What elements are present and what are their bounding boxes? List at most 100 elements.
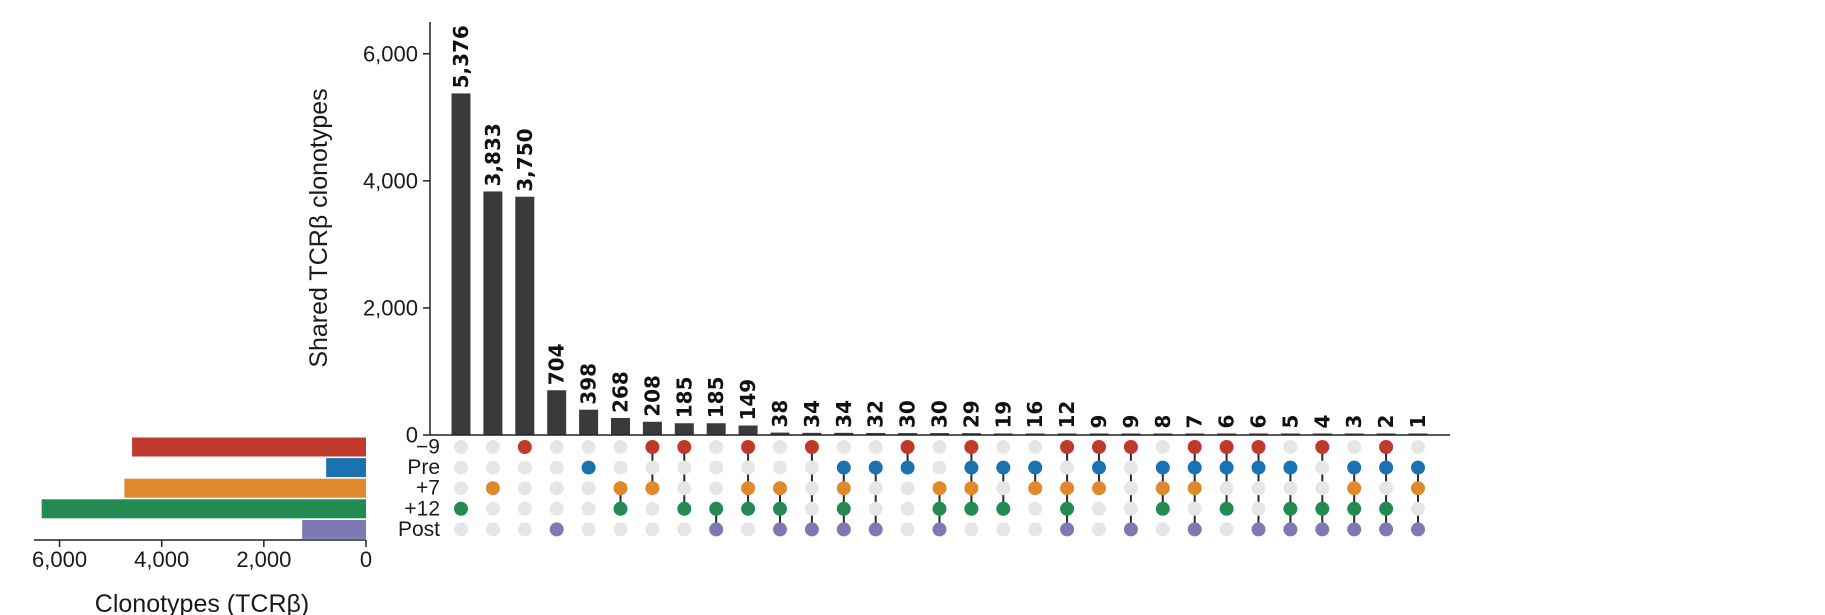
membership-dot-active bbox=[964, 501, 979, 516]
membership-dot-inactive bbox=[900, 501, 915, 516]
membership-dot-active bbox=[1219, 501, 1234, 516]
membership-dot-inactive bbox=[1060, 460, 1075, 475]
bar-value-label: 3,833 bbox=[481, 123, 505, 186]
set-size-bar bbox=[124, 478, 366, 498]
set-size-bar bbox=[132, 437, 366, 457]
bar-value-label: 8 bbox=[1151, 415, 1175, 429]
membership-dot-inactive bbox=[581, 481, 596, 496]
membership-dot-inactive bbox=[454, 460, 468, 475]
membership-dot-inactive bbox=[1155, 440, 1170, 454]
bar-value-label: 34 bbox=[800, 400, 824, 428]
y-tick-label: 0 bbox=[406, 423, 418, 448]
membership-dot-active bbox=[645, 481, 660, 496]
membership-dot-active bbox=[1187, 522, 1202, 537]
membership-dot-active bbox=[1379, 501, 1394, 516]
membership-dot-inactive bbox=[1028, 522, 1043, 537]
membership-dot-active bbox=[868, 522, 883, 537]
membership-dot-active bbox=[1315, 440, 1330, 454]
membership-dot-inactive bbox=[1187, 501, 1202, 516]
membership-dot-inactive bbox=[964, 522, 979, 537]
bar-value-label: 7 bbox=[1183, 415, 1207, 429]
y-tick-label: 2,000 bbox=[363, 295, 418, 320]
membership-dot-active bbox=[1379, 460, 1394, 475]
membership-dot-inactive bbox=[709, 460, 724, 475]
membership-dot-active bbox=[1347, 460, 1362, 475]
bar-value-label: 30 bbox=[896, 400, 920, 428]
membership-dot-inactive bbox=[677, 460, 692, 475]
membership-dot-active bbox=[1283, 460, 1298, 475]
membership-dot-inactive bbox=[1251, 481, 1266, 496]
intersection-bar bbox=[706, 423, 726, 435]
membership-dot-active bbox=[1155, 481, 1170, 496]
bar-value-label: 398 bbox=[577, 363, 601, 405]
membership-dot-inactive bbox=[1315, 460, 1330, 475]
set-size-x-axis: Clonotypes (TCRβ) 0 2,000 4,000 6,000 bbox=[32, 539, 372, 615]
membership-dot-active bbox=[1347, 481, 1362, 496]
intersection-bar bbox=[547, 390, 567, 435]
intersection-bar bbox=[770, 432, 790, 435]
membership-dot-active bbox=[1060, 481, 1075, 496]
bar-value-label: 38 bbox=[768, 400, 792, 428]
bar-value-label: 9 bbox=[1087, 415, 1111, 429]
membership-dot-inactive bbox=[1028, 440, 1043, 454]
membership-dot-inactive bbox=[868, 481, 883, 496]
bar-value-label: 3,750 bbox=[513, 128, 537, 191]
set-size-bar bbox=[326, 458, 366, 478]
membership-dot-inactive bbox=[1251, 501, 1266, 516]
membership-matrix bbox=[454, 440, 1425, 537]
membership-dot-active bbox=[1251, 460, 1266, 475]
set-label: Post bbox=[398, 518, 440, 541]
intersection-bar bbox=[451, 93, 471, 435]
intersection-bars bbox=[451, 93, 1428, 435]
membership-dot-inactive bbox=[1219, 481, 1234, 496]
bar-value-label: 19 bbox=[991, 401, 1015, 429]
membership-dot-active bbox=[741, 481, 756, 496]
membership-dot-active bbox=[773, 522, 787, 537]
membership-dot-active bbox=[677, 440, 692, 454]
membership-dot-active bbox=[741, 440, 756, 454]
membership-dot-active bbox=[773, 481, 787, 496]
membership-dot-active bbox=[804, 440, 819, 454]
membership-dot-active bbox=[1155, 501, 1170, 516]
intersection-bar bbox=[930, 433, 949, 435]
set-axis-tick-label: 2,000 bbox=[236, 547, 291, 572]
intersection-bar bbox=[738, 425, 758, 435]
bar-value-label: 2 bbox=[1374, 415, 1398, 429]
membership-dot-inactive bbox=[485, 501, 500, 516]
y-tick-label: 4,000 bbox=[363, 168, 418, 193]
membership-dot-inactive bbox=[549, 460, 564, 475]
membership-dot-inactive bbox=[773, 440, 787, 454]
bar-value-label: 34 bbox=[832, 400, 856, 428]
bar-value-label: 30 bbox=[928, 400, 952, 428]
membership-dot-inactive bbox=[581, 522, 596, 537]
bar-value-label: 704 bbox=[545, 344, 569, 386]
membership-dot-active bbox=[1315, 501, 1330, 516]
membership-dot-active bbox=[1219, 460, 1234, 475]
membership-dot-inactive bbox=[996, 440, 1011, 454]
membership-dot-inactive bbox=[1092, 522, 1106, 537]
membership-dot-active bbox=[932, 481, 947, 496]
membership-dot-active bbox=[900, 460, 915, 475]
intersection-bar bbox=[898, 433, 918, 435]
bar-value-label: 208 bbox=[640, 375, 664, 417]
membership-dot-inactive bbox=[741, 460, 756, 475]
membership-dot-inactive bbox=[517, 481, 532, 496]
membership-dot-inactive bbox=[1028, 501, 1043, 516]
membership-dot-inactive bbox=[900, 522, 915, 537]
membership-dot-inactive bbox=[517, 501, 532, 516]
membership-dot-inactive bbox=[1155, 522, 1170, 537]
intersection-bar bbox=[515, 196, 535, 435]
membership-dot-inactive bbox=[900, 481, 915, 496]
membership-dot-inactive bbox=[485, 440, 500, 454]
membership-dot-inactive bbox=[581, 440, 596, 454]
membership-dot-active bbox=[1315, 522, 1330, 537]
y-axis-title: Shared TCRβ clonotypes bbox=[305, 88, 333, 367]
membership-dot-active bbox=[900, 440, 915, 454]
membership-dot-inactive bbox=[1092, 501, 1106, 516]
membership-dot-inactive bbox=[996, 481, 1011, 496]
membership-dot-active bbox=[1060, 501, 1075, 516]
membership-dot-inactive bbox=[645, 460, 660, 475]
membership-dot-inactive bbox=[996, 522, 1011, 537]
